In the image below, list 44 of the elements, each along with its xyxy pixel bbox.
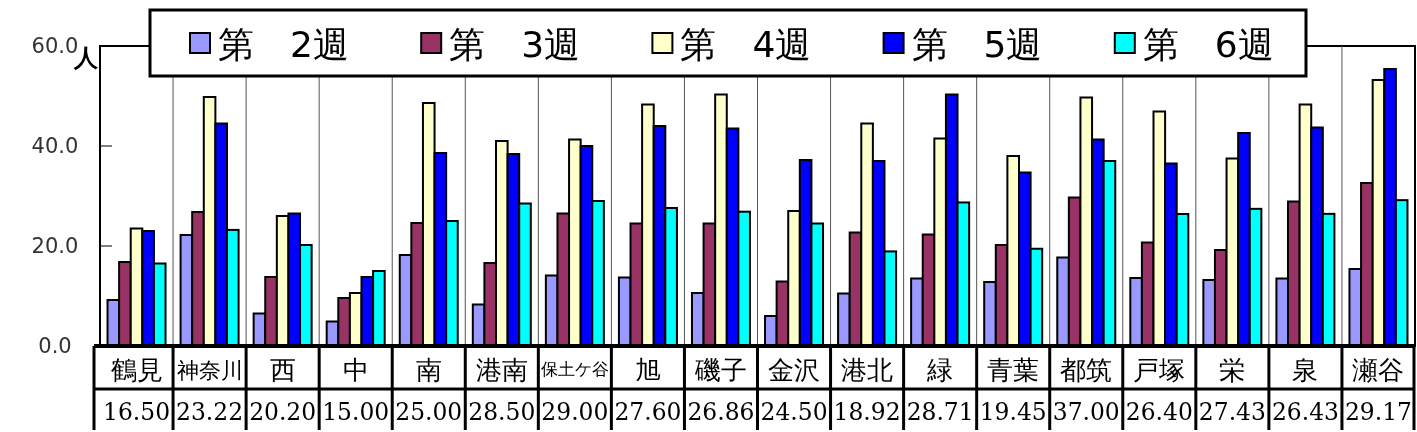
- data-label: 18.92: [833, 397, 901, 426]
- y-tick-label: 0.0: [38, 334, 72, 358]
- x-tick-label: 南: [415, 354, 442, 385]
- x-tick-label: 青葉: [987, 354, 1040, 385]
- legend-label: 第 6週: [1142, 23, 1274, 65]
- data-label: 27.43: [1198, 397, 1266, 426]
- legend-label: 第 5週: [911, 23, 1043, 65]
- data-label: 27.60: [614, 397, 682, 426]
- x-tick-label: 瀬谷: [1352, 354, 1405, 385]
- data-label: 26.86: [687, 397, 755, 426]
- data-label: 25.00: [395, 397, 463, 426]
- data-label: 28.50: [468, 397, 536, 426]
- legend-label: 第 2週: [218, 23, 349, 65]
- x-tick-label: 保土ケ谷: [540, 360, 609, 379]
- x-tick-label: 戸塚: [1133, 354, 1186, 385]
- data-label: 29.00: [541, 397, 609, 426]
- data-label: 19.45: [979, 397, 1047, 426]
- data-label: 26.40: [1125, 397, 1193, 426]
- x-tick-label: 緑: [926, 354, 954, 385]
- x-tick-label: 西: [269, 354, 296, 385]
- x-tick-label: 鶴見: [110, 354, 163, 385]
- data-label: 16.50: [103, 397, 171, 426]
- data-label: 26.43: [1271, 397, 1339, 426]
- y-tick-label: 20.0: [31, 234, 79, 258]
- x-tick-label: 栄: [1219, 354, 1246, 385]
- data-label: 28.71: [906, 397, 974, 426]
- x-tick-label: 都筑: [1060, 354, 1113, 385]
- legend-label: 第 3週: [449, 23, 581, 65]
- data-label: 37.00: [1052, 397, 1120, 426]
- data-label: 29.17: [1344, 397, 1412, 426]
- data-label: 24.50: [760, 397, 828, 426]
- x-tick-label: 港北: [841, 354, 894, 385]
- y-tick-label: 40.0: [31, 134, 79, 158]
- x-tick-label: 神奈川: [176, 356, 243, 383]
- data-label: 23.22: [176, 397, 244, 426]
- x-tick-label: 磯子: [693, 354, 747, 385]
- data-label: 15.00: [322, 397, 390, 426]
- x-tick-label: 泉: [1292, 354, 1319, 385]
- x-tick-label: 旭: [634, 354, 661, 385]
- x-tick-label: 中: [342, 354, 369, 385]
- x-tick-label: 金沢: [768, 354, 821, 385]
- x-tick-label: 港南: [475, 354, 528, 385]
- data-label: 20.20: [249, 397, 317, 426]
- legend-label: 第 4週: [680, 23, 812, 65]
